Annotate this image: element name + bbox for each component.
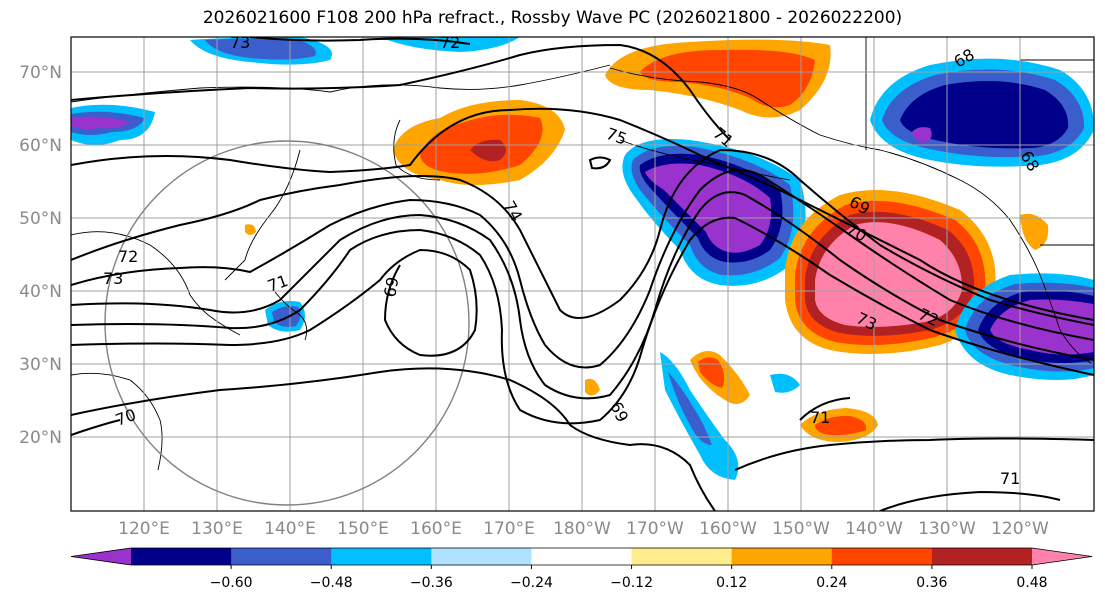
shading-negative-canada	[870, 58, 1094, 167]
lat-label: 50°N	[19, 209, 62, 229]
shading-positive-northeast-pacific	[785, 190, 996, 354]
colorbar-tick-label: −0.48	[310, 575, 353, 591]
lon-label: 140°W	[845, 519, 903, 539]
shading-negative-arctic	[190, 37, 520, 65]
contour-label: 73	[230, 33, 250, 52]
contour-label: 72	[440, 33, 460, 52]
contour-label: 72	[118, 247, 138, 266]
colorbar-segment	[231, 548, 332, 565]
colorbar-tick-label: −0.24	[510, 575, 553, 591]
lon-label: 140°E	[264, 519, 316, 539]
colorbar-segment	[431, 548, 532, 565]
colorbar-tick-label: −0.36	[410, 575, 453, 591]
contour-label: 71	[1000, 469, 1020, 488]
contour-label: 69	[380, 275, 402, 298]
colorbar-extend-low	[71, 548, 131, 565]
lon-label: 130°E	[191, 519, 243, 539]
lon-label: 170°W	[626, 519, 684, 539]
colorbar-tick-label: 0.12	[716, 575, 747, 591]
lon-label: 150°E	[337, 519, 389, 539]
lat-label: 70°N	[19, 63, 62, 83]
lat-label: 30°N	[19, 355, 62, 375]
latitude-labels: 70°N 60°N 50°N 40°N 30°N 20°N	[19, 63, 62, 448]
colorbar-tick-label: 0.36	[916, 575, 947, 591]
colorbar-segment	[531, 548, 633, 565]
contour-label: 71	[810, 408, 830, 427]
colorbar-tick-label: −0.12	[610, 575, 653, 591]
lat-label: 40°N	[19, 282, 62, 302]
colorbar-outline	[70, 547, 1093, 566]
colorbar-tick-label: 0.24	[816, 575, 847, 591]
lon-label: 120°W	[991, 519, 1049, 539]
lat-label: 20°N	[19, 428, 62, 448]
colorbar-segment	[131, 548, 232, 565]
colorbar-segment	[931, 548, 1033, 565]
colorbar: −0.60 −0.48 −0.36 −0.24 −0.12 0.12 0.24 0.36 0.4…	[70, 547, 1093, 591]
shading-negative-japan	[265, 301, 305, 332]
shading-negative-central-pacific	[660, 352, 800, 480]
lon-label: 180°W	[553, 519, 611, 539]
lon-label: 150°W	[772, 519, 830, 539]
lon-label: 170°E	[483, 519, 535, 539]
colorbar-segment	[631, 548, 733, 565]
lon-label: 160°W	[699, 519, 757, 539]
contour-lines	[71, 37, 1094, 511]
gridlines	[71, 37, 1094, 511]
map-title: 2026021600 F108 200 hPa refract., Rossby…	[202, 8, 903, 28]
lon-label: 120°E	[118, 519, 170, 539]
colorbar-tick-label: −0.60	[210, 575, 253, 591]
colorbar-tick-label: 0.48	[1016, 575, 1047, 591]
colorbar-extend-high	[1032, 548, 1092, 565]
lat-label: 60°N	[19, 136, 62, 156]
lon-label: 130°W	[918, 519, 976, 539]
colorbar-segment	[331, 548, 432, 565]
contour-label: 73	[103, 269, 123, 288]
colorbar-segment	[831, 548, 933, 565]
shading-negative-west	[71, 104, 155, 145]
lon-label: 160°E	[410, 519, 462, 539]
reference-circle	[104, 140, 470, 506]
colorbar-segment	[731, 548, 833, 565]
shading-positive-subtropics	[245, 213, 1049, 442]
map-border	[70, 36, 1095, 512]
longitude-labels: 120°E 130°E 140°E 150°E 160°E 170°E 180°…	[118, 519, 1049, 539]
